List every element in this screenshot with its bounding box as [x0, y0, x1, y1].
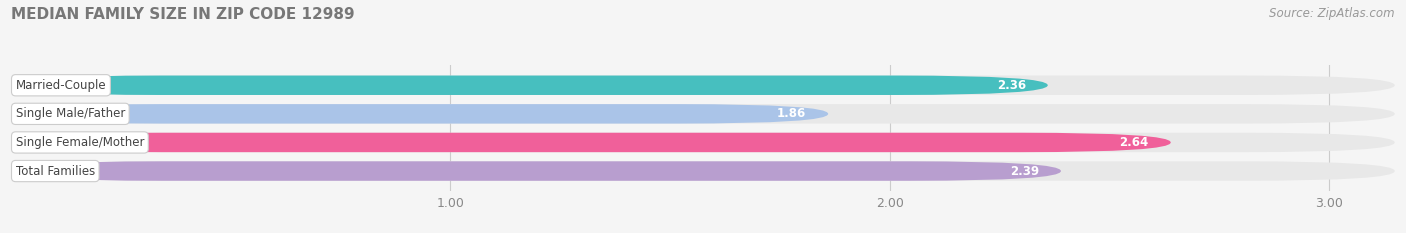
FancyBboxPatch shape: [11, 133, 1171, 152]
FancyBboxPatch shape: [11, 104, 1395, 123]
Text: 2.36: 2.36: [997, 79, 1026, 92]
Text: Total Families: Total Families: [15, 164, 94, 178]
Text: 2.39: 2.39: [1010, 164, 1039, 178]
Text: Single Female/Mother: Single Female/Mother: [15, 136, 145, 149]
Text: 1.86: 1.86: [778, 107, 806, 120]
Text: 2.64: 2.64: [1119, 136, 1149, 149]
Text: Single Male/Father: Single Male/Father: [15, 107, 125, 120]
FancyBboxPatch shape: [11, 104, 828, 123]
Text: MEDIAN FAMILY SIZE IN ZIP CODE 12989: MEDIAN FAMILY SIZE IN ZIP CODE 12989: [11, 7, 354, 22]
FancyBboxPatch shape: [11, 75, 1047, 95]
FancyBboxPatch shape: [11, 133, 1395, 152]
Text: Married-Couple: Married-Couple: [15, 79, 107, 92]
FancyBboxPatch shape: [11, 161, 1062, 181]
FancyBboxPatch shape: [11, 161, 1395, 181]
FancyBboxPatch shape: [11, 75, 1395, 95]
Text: Source: ZipAtlas.com: Source: ZipAtlas.com: [1270, 7, 1395, 20]
